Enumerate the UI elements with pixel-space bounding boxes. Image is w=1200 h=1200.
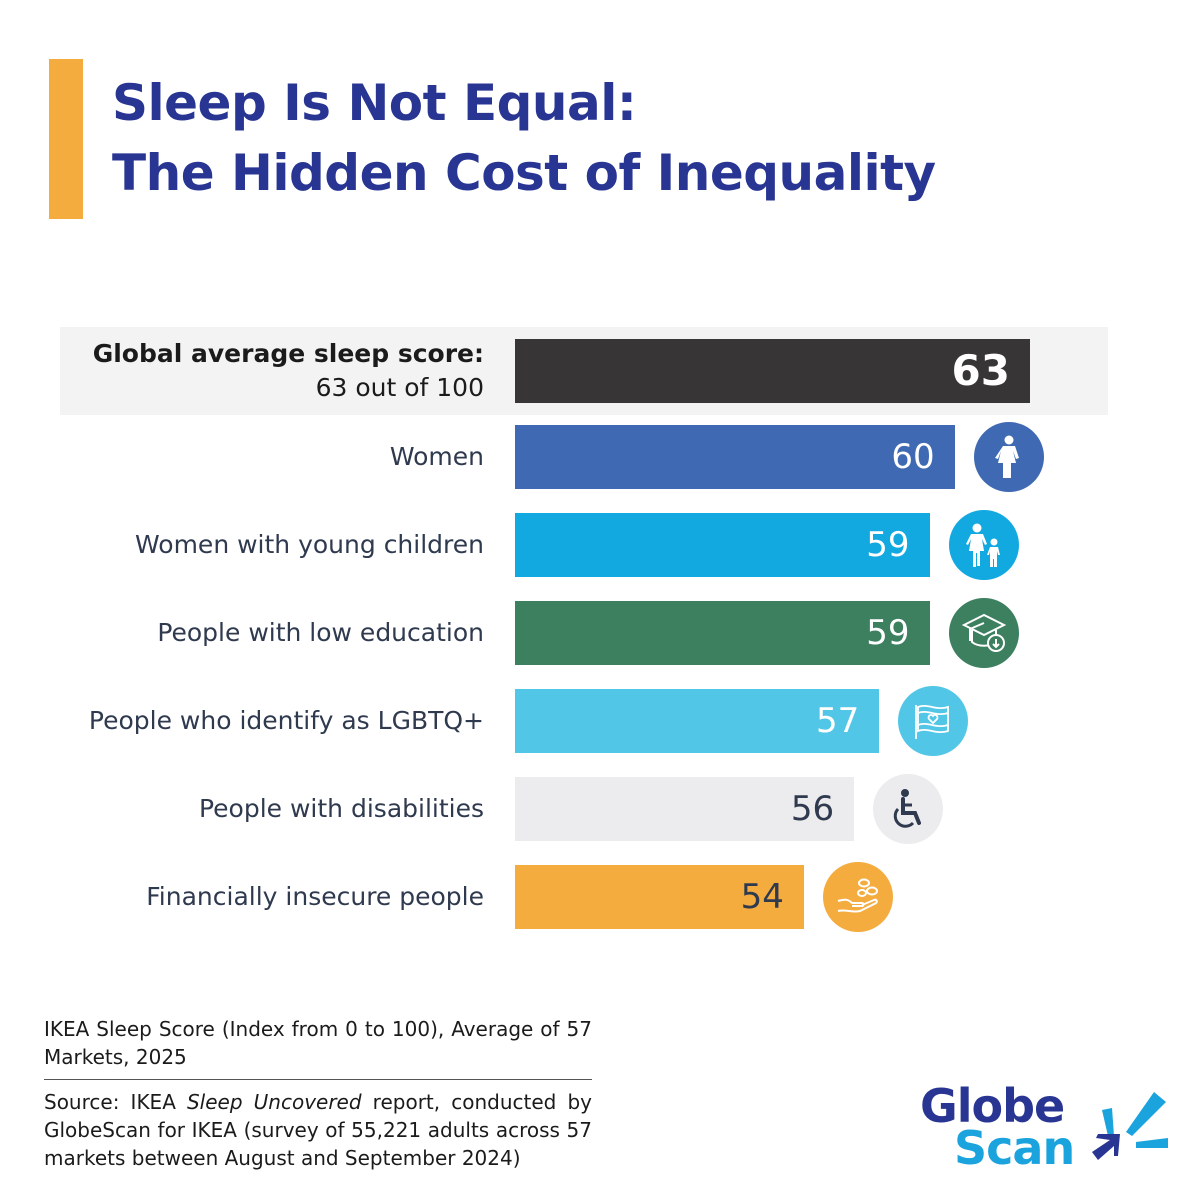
value-label: 56 [790,789,835,829]
value-label: 63 [951,346,1010,395]
category-label: People with low education [157,618,484,647]
page-title: Sleep Is Not Equal: The Hidden Cost of I… [112,68,936,208]
category-label: Financially insecure people [146,882,484,911]
source-report-title: Sleep Uncovered [186,1090,362,1114]
woman-icon [973,422,1044,492]
title-accent-bar [49,59,83,219]
category-label: People with disabilities [198,794,484,823]
hand-coins-icon [822,862,893,932]
bar: 63 [515,339,1030,403]
chart-row: People who identify as LGBTQ+ 57 [0,686,1200,756]
divider [44,1079,592,1080]
graduation-cap-down-icon [948,598,1019,668]
chart-row: People with low education 59 [0,598,1200,668]
value-label: 60 [891,437,935,477]
value-label: 59 [866,525,910,565]
source-suffix: report, conducted by GlobeScan for IKEA … [44,1090,592,1170]
highlight-label-bold: Global average sleep score: [92,339,484,368]
bar: 54 [515,865,804,929]
chart-row: Women with young children 59 [0,510,1200,580]
bar: 59 [515,513,930,577]
category-label: Women [389,442,484,471]
source-prefix: Source: IKEA [44,1090,187,1114]
category-label: People who identify as LGBTQ+ [88,706,484,735]
chart-row: People with disabilities 56 [0,774,1200,844]
wheelchair-icon [873,774,944,844]
category-label: Global average sleep score: 63 out of 100 [93,339,484,403]
source-note: Source: IKEA Sleep Uncovered report, con… [44,1088,592,1172]
chart-row-global-average: Global average sleep score: 63 out of 100… [0,339,1200,403]
value-label: 57 [816,701,860,741]
logo-line-1: Globe [920,1079,1065,1133]
title-line-1: Sleep Is Not Equal: [112,74,637,132]
bar: 56 [515,777,855,841]
bar: 57 [515,689,880,753]
highlight-label-plain: 63 out of 100 [315,373,484,402]
bar: 59 [515,601,930,665]
globescan-logo: Globe Scan [920,1079,1168,1175]
value-label: 59 [866,613,910,653]
woman-with-child-icon [948,510,1019,580]
chart-row: Women 60 [0,422,1200,492]
bar: 60 [515,425,955,489]
pride-flag-heart-icon [898,686,969,756]
value-label: 54 [740,877,784,917]
index-note: IKEA Sleep Score (Index from 0 to 100), … [44,1017,592,1069]
scan-burst-icon [1092,1092,1168,1160]
chart-row: Financially insecure people 54 [0,862,1200,932]
category-label: Women with young children [135,530,484,559]
title-line-2: The Hidden Cost of Inequality [112,144,936,202]
logo-line-2: Scan [954,1121,1075,1175]
